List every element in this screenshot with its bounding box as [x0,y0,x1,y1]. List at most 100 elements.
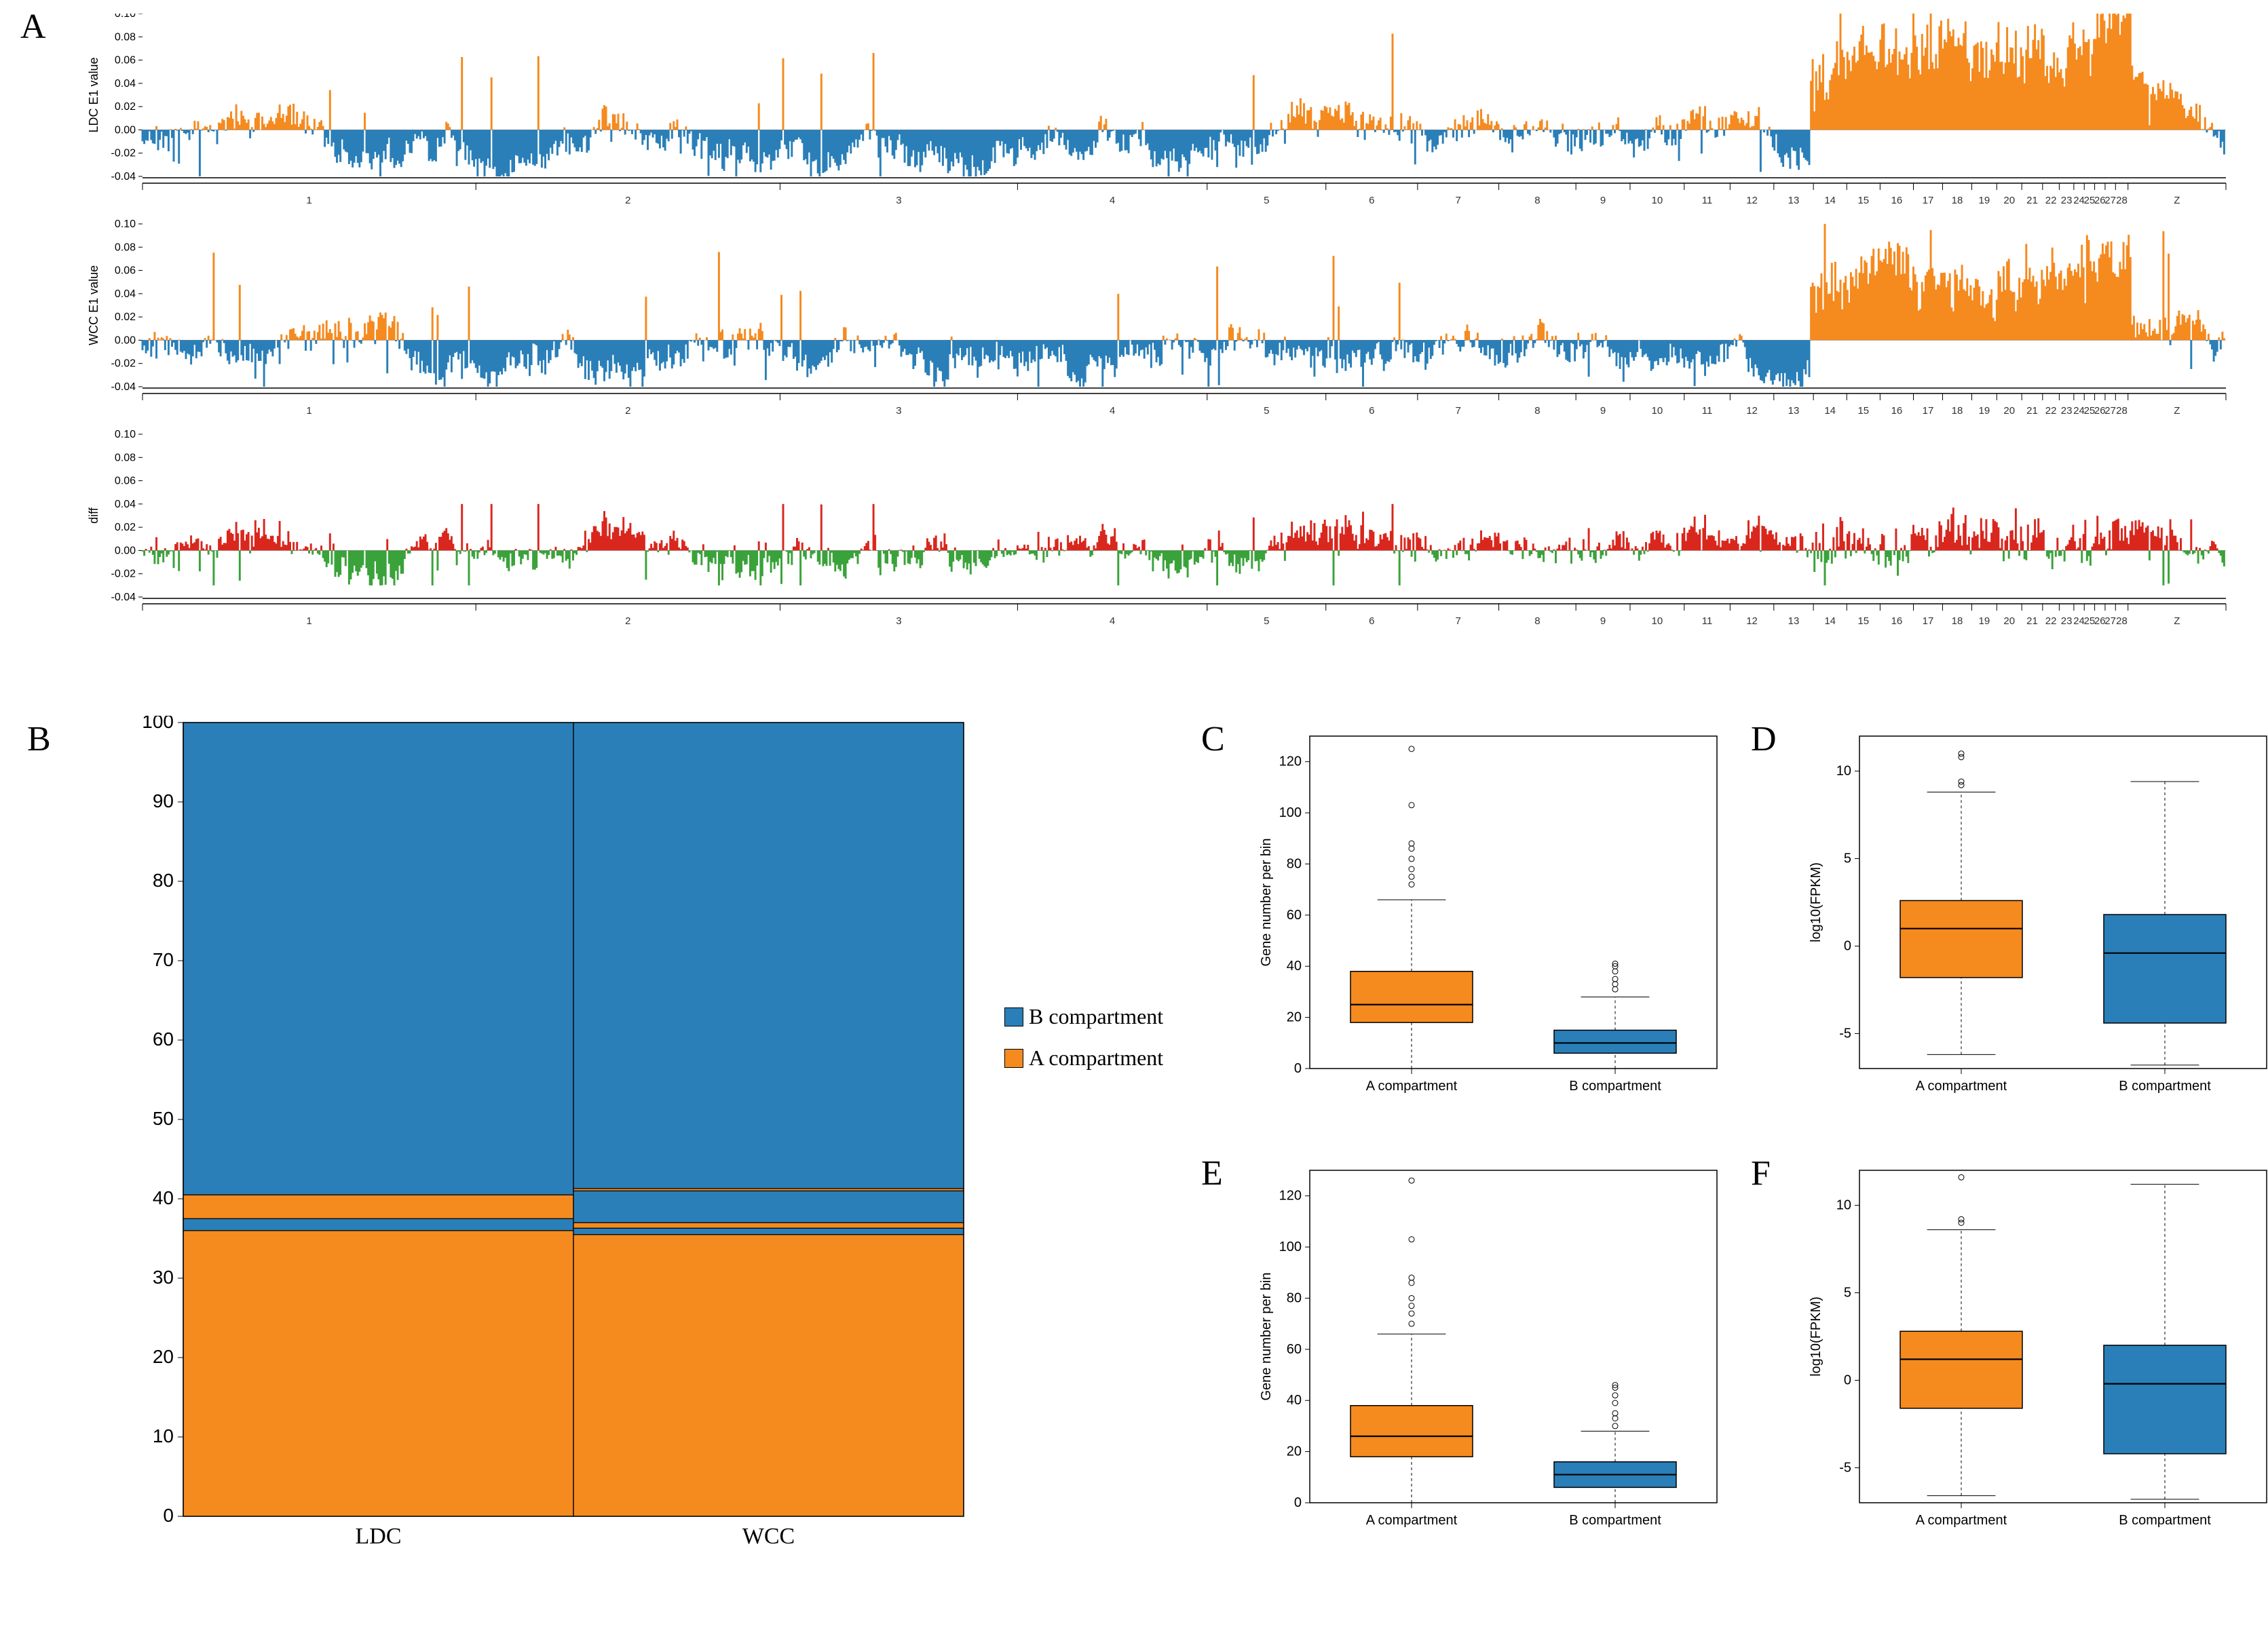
svg-text:25: 25 [2084,195,2096,206]
svg-text:20: 20 [1287,1010,1302,1025]
svg-text:27: 27 [2104,195,2116,206]
svg-text:16: 16 [1891,405,1903,417]
svg-text:80: 80 [1287,1290,1302,1305]
svg-text:A compartment: A compartment [1916,1079,2007,1094]
svg-text:0.00: 0.00 [115,124,136,136]
svg-text:1: 1 [306,195,311,206]
svg-text:19: 19 [1979,195,1990,206]
svg-text:5: 5 [1264,195,1269,206]
svg-text:10: 10 [1652,615,1663,627]
svg-text:0.08: 0.08 [115,31,136,43]
svg-text:12: 12 [1746,405,1758,417]
svg-text:26: 26 [2094,405,2106,417]
svg-text:0: 0 [1294,1495,1302,1510]
svg-text:13: 13 [1788,405,1800,417]
svg-text:100: 100 [1279,1240,1302,1254]
svg-text:100: 100 [1279,805,1302,820]
svg-text:10: 10 [1652,195,1663,206]
svg-text:80: 80 [153,870,174,891]
svg-text:0.04: 0.04 [115,499,136,510]
svg-text:-0.02: -0.02 [111,358,136,370]
svg-text:21: 21 [2026,615,2038,627]
svg-text:5: 5 [1844,1286,1851,1301]
svg-text:WCC: WCC [742,1524,795,1549]
svg-text:B compartment: B compartment [2119,1513,2211,1528]
svg-text:80: 80 [1287,856,1302,871]
svg-text:40: 40 [1287,959,1302,974]
svg-text:6: 6 [1369,195,1374,206]
panel-F-boxplot: -50510log10(FPKM)A compartmentB compartm… [1805,1160,2268,1540]
svg-text:10: 10 [153,1425,174,1446]
svg-text:0.02: 0.02 [115,101,136,113]
svg-text:0.08: 0.08 [115,242,136,253]
svg-text:26: 26 [2094,195,2106,206]
svg-text:24: 24 [2073,405,2085,417]
svg-text:10: 10 [1836,1198,1851,1213]
svg-text:4: 4 [1110,405,1115,417]
svg-text:18: 18 [1952,405,1963,417]
svg-text:10: 10 [1652,405,1663,417]
svg-text:0.02: 0.02 [115,522,136,533]
svg-text:26: 26 [2094,615,2106,627]
panel-B-legend: B compartmentA compartment [1004,1004,1163,1087]
svg-text:0.06: 0.06 [115,476,136,487]
svg-text:-0.04: -0.04 [111,381,136,393]
svg-text:20: 20 [2003,405,2015,417]
panel-label-A: A [20,7,46,47]
svg-text:B compartment: B compartment [1569,1079,1661,1094]
svg-text:0: 0 [1294,1061,1302,1076]
svg-text:17: 17 [1923,615,1934,627]
svg-text:0: 0 [163,1505,174,1526]
svg-text:19: 19 [1979,615,1990,627]
svg-text:8: 8 [1534,615,1540,627]
svg-text:11: 11 [1702,615,1713,627]
svg-text:28: 28 [2116,615,2128,627]
panel-label-E: E [1201,1153,1223,1193]
svg-text:7: 7 [1456,615,1461,627]
svg-text:0.10: 0.10 [115,429,136,440]
svg-text:log10(FPKM): log10(FPKM) [1809,1296,1823,1377]
panel-label-D: D [1751,719,1777,759]
svg-text:log10(FPKM): log10(FPKM) [1809,862,1823,942]
panel-label-B: B [27,719,51,759]
svg-text:10: 10 [1836,764,1851,779]
svg-text:15: 15 [1857,405,1869,417]
svg-text:23: 23 [2061,405,2073,417]
panel-D-boxplot: -50510log10(FPKM)A compartmentB compartm… [1805,726,2268,1106]
svg-text:11: 11 [1702,195,1713,206]
svg-text:15: 15 [1857,195,1869,206]
svg-text:30: 30 [153,1267,174,1288]
svg-text:12: 12 [1746,615,1758,627]
svg-text:WCC E1 value: WCC E1 value [88,265,100,345]
legend-swatch [1004,1049,1023,1068]
svg-text:17: 17 [1923,195,1934,206]
svg-text:14: 14 [1824,405,1836,417]
panel-label-F: F [1751,1153,1771,1193]
panel-C-boxplot: 020406080100120Gene number per binA comp… [1255,726,1731,1106]
svg-text:13: 13 [1788,615,1800,627]
svg-text:9: 9 [1600,615,1606,627]
svg-text:24: 24 [2073,615,2085,627]
svg-text:9: 9 [1600,195,1606,206]
svg-text:Z: Z [2174,405,2180,417]
svg-text:14: 14 [1824,195,1836,206]
svg-text:17: 17 [1923,405,1934,417]
svg-text:5: 5 [1264,615,1269,627]
svg-text:15: 15 [1857,615,1869,627]
svg-text:0.06: 0.06 [115,265,136,277]
svg-text:A compartment: A compartment [1366,1079,1458,1094]
svg-text:A compartment: A compartment [1916,1513,2007,1528]
svg-text:3: 3 [896,615,901,627]
svg-text:4: 4 [1110,615,1115,627]
svg-text:3: 3 [896,195,901,206]
svg-text:25: 25 [2084,615,2096,627]
svg-text:21: 21 [2026,195,2038,206]
svg-text:7: 7 [1456,405,1461,417]
svg-text:-5: -5 [1839,1460,1851,1475]
svg-text:diff: diff [88,507,100,524]
svg-text:Z: Z [2174,615,2180,627]
svg-text:21: 21 [2026,405,2038,417]
svg-text:Z: Z [2174,195,2180,206]
svg-text:22: 22 [2045,195,2057,206]
svg-text:18: 18 [1952,195,1963,206]
